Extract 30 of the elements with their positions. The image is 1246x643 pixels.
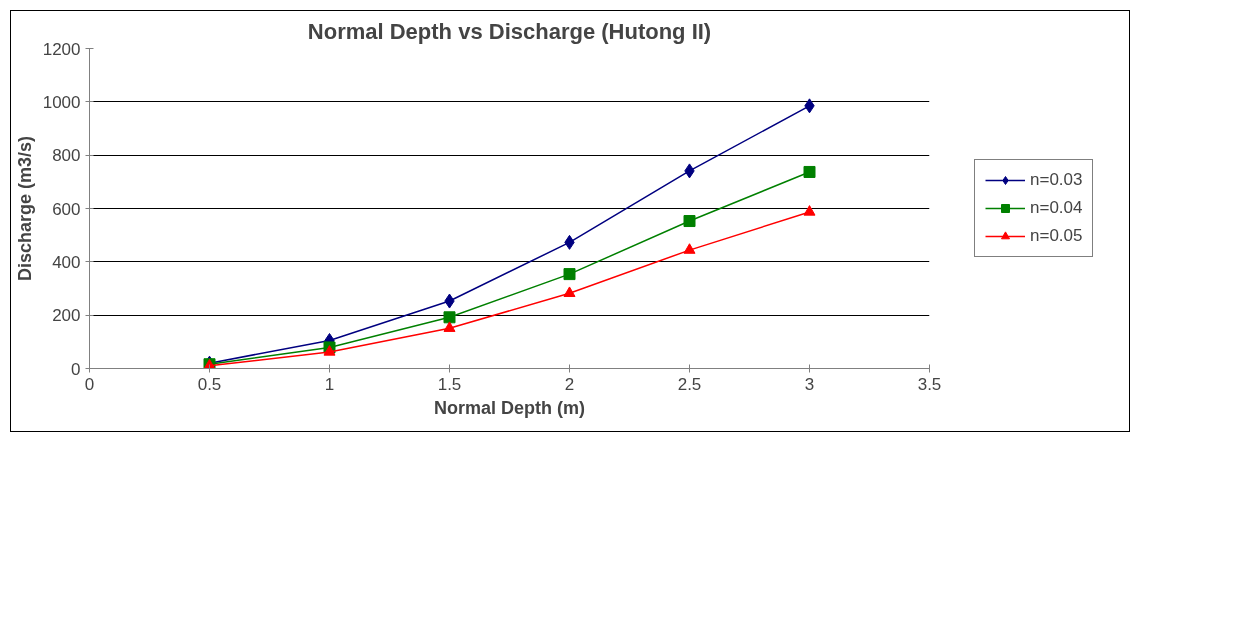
legend-label: n=0.03 <box>1030 170 1083 190</box>
y-tick-label: 400 <box>52 252 81 272</box>
point <box>443 321 456 332</box>
y-tick-label: 600 <box>52 199 81 219</box>
x-tick-label: 0.5 <box>197 374 222 394</box>
x-tick-label: 3.5 <box>917 374 942 394</box>
point <box>563 268 576 281</box>
point <box>803 165 816 178</box>
y-axis-title: Discharge (m3/s) <box>14 135 35 282</box>
point <box>443 311 456 324</box>
x-tick-label: 2.5 <box>677 374 702 394</box>
legend-label: n=0.05 <box>1030 226 1083 246</box>
x-tick-label: 3 <box>804 374 815 394</box>
legend-label: n=0.04 <box>1030 198 1083 218</box>
chart-title: Normal Depth vs Discharge (Hutong II) <box>307 18 712 44</box>
y-tick-label: 200 <box>52 306 81 326</box>
y-tick-label: 1200 <box>42 39 81 59</box>
x-tick-label: 0 <box>84 374 95 394</box>
x-tick-label: 1 <box>324 374 335 394</box>
y-tick-label: 800 <box>52 146 81 166</box>
x-tick-label: 1.5 <box>437 374 462 394</box>
x-axis-title: Normal Depth (m) <box>434 397 586 418</box>
point <box>683 243 696 254</box>
point <box>563 286 576 297</box>
y-tick-label: 1000 <box>42 92 81 112</box>
x-tick-label: 2 <box>564 374 575 394</box>
y-tick-label: 0 <box>71 359 81 379</box>
point <box>323 345 336 356</box>
point <box>683 215 696 228</box>
point <box>803 205 816 216</box>
